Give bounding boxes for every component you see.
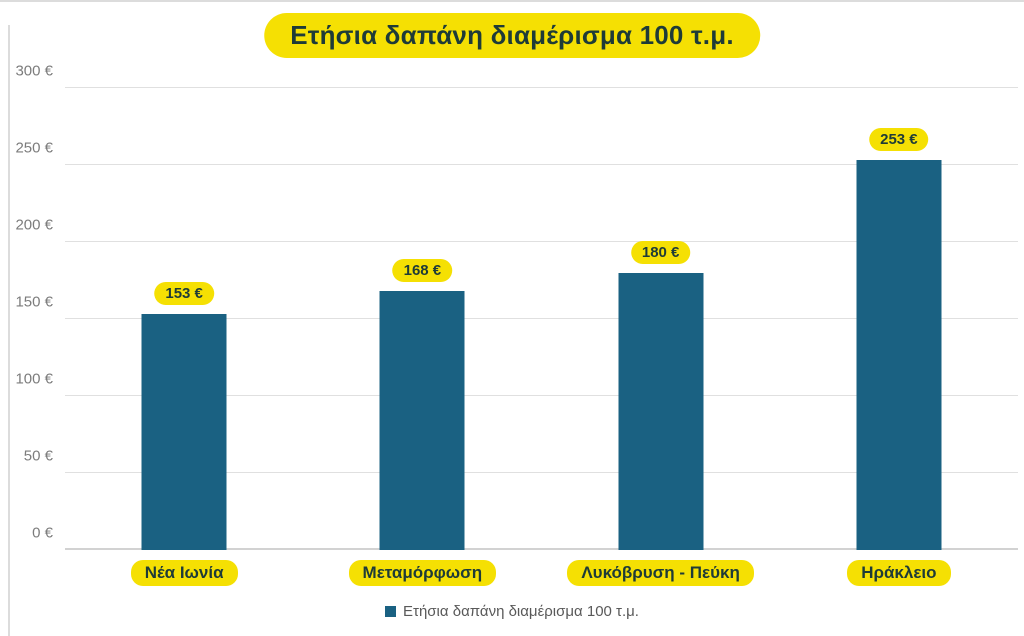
value-label: 153 € (154, 282, 214, 306)
y-tick-label: 0 € (32, 524, 53, 542)
x-axis-labels: Νέα Ιωνία Μεταμόρφωση Λυκόβρυση - Πεύκη Ηρά… (65, 560, 1018, 586)
y-tick-label: 250 € (15, 139, 53, 157)
category-label: Μεταμόρφωση (348, 560, 497, 586)
gridline-250 (65, 164, 1018, 165)
chart-left-border (8, 25, 10, 636)
value-label: 180 € (630, 240, 691, 264)
value-label: 168 € (392, 259, 453, 283)
legend: Ετήσια δαπάνη διαμέρισμα 100 τ.μ. (0, 603, 1024, 620)
y-tick-label: 200 € (15, 216, 53, 234)
y-tick-label: 300 € (15, 62, 53, 80)
bar-column-3: 253 € (780, 88, 1018, 550)
gridline-50 (65, 472, 1018, 474)
y-tick-label: 150 € (15, 293, 53, 311)
bars-layer: 153 € 168 € 180 € 253 € (65, 88, 1018, 550)
bar (379, 291, 465, 550)
bar-column-1: 168 € (303, 88, 541, 550)
gridline-200 (65, 241, 1018, 243)
gridline-300 (65, 87, 1018, 88)
category-label: Νέα Ιωνία (130, 560, 238, 586)
bar (856, 160, 942, 550)
value-label: 253 € (869, 128, 929, 152)
legend-swatch-icon (385, 606, 397, 617)
gridline-0 (65, 548, 1018, 550)
x-label-cell-2: Λυκόβρυση - Πεύκη (542, 560, 780, 586)
x-label-cell-1: Μεταμόρφωση (303, 560, 541, 586)
category-label: Λυκόβρυση - Πεύκη (567, 560, 754, 586)
y-tick-label: 50 € (23, 447, 53, 465)
gridline-150 (65, 318, 1018, 319)
plot-area: 0 € 50 € 100 € 150 € 200 € 250 € 300 € 153 € 16… (15, 63, 1018, 550)
x-label-cell-0: Νέα Ιωνία (65, 560, 303, 586)
chart-title: Ετήσια δαπάνη διαμέρισμα 100 τ.μ. (264, 13, 760, 58)
x-label-cell-3: Ηράκλειο (780, 560, 1018, 586)
chart-top-border (0, 0, 1024, 2)
bar-column-0: 153 € (65, 88, 303, 550)
y-tick-label: 100 € (15, 370, 53, 388)
bar-column-2: 180 € (542, 88, 780, 550)
legend-label: Ετήσια δαπάνη διαμέρισμα 100 τ.μ. (403, 603, 639, 620)
gridline-100 (65, 395, 1018, 397)
category-label: Ηράκλειο (847, 560, 951, 586)
bar (618, 272, 704, 550)
bar (141, 314, 227, 550)
